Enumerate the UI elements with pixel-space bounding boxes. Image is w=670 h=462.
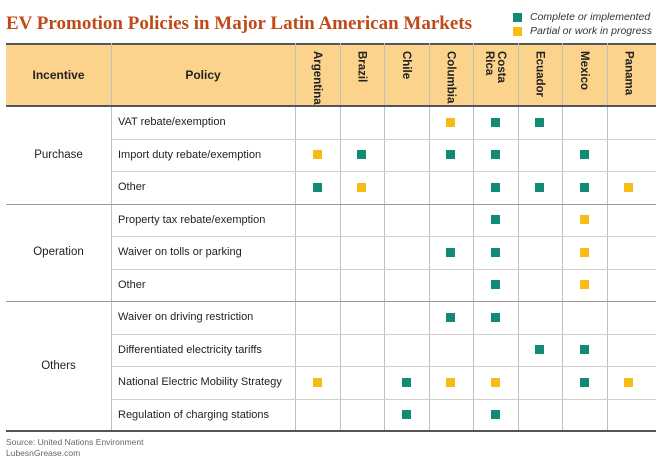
- partial-marker: [312, 150, 322, 160]
- column-divider: [473, 43, 474, 431]
- legend-complete: Complete or implemented: [513, 10, 652, 24]
- complete-marker: [490, 182, 500, 192]
- complete-marker: [312, 182, 322, 192]
- table-bottom-rule: [6, 430, 656, 432]
- policy-label: Waiver on tolls or parking: [118, 246, 242, 259]
- column-divider: [111, 43, 112, 431]
- column-divider: [517, 43, 519, 431]
- partial-marker: [624, 182, 634, 192]
- column-divider: [606, 43, 608, 431]
- header-country: Columbia: [429, 51, 473, 103]
- row-divider: [111, 236, 656, 237]
- partial-marker: [579, 280, 589, 290]
- source-note: Source: United Nations Environment Lubes…: [6, 437, 144, 459]
- complete-marker: [579, 377, 589, 387]
- row-divider: [111, 268, 656, 270]
- source-line: Source: United Nations Environment: [6, 437, 144, 447]
- country-label: Mexico: [578, 51, 590, 90]
- country-label: Brazil: [355, 51, 368, 83]
- header-rule: [6, 105, 656, 107]
- country-label: Argentina: [311, 51, 323, 105]
- complete-marker: [446, 247, 456, 257]
- policy-label: Regulation of charging stations: [118, 408, 270, 421]
- complete-marker: [535, 117, 545, 127]
- header-country: Argentina: [295, 51, 339, 105]
- country-label: Ecuador: [533, 51, 546, 98]
- policy-label: Import duty rebate/exemption: [118, 148, 262, 161]
- table-top-rule: [6, 43, 656, 45]
- partial-marker: [446, 117, 456, 127]
- legend-partial-label: Partial or work in progress: [530, 25, 652, 37]
- partial-swatch-icon: [513, 26, 522, 36]
- legend-partial: Partial or work in progress: [513, 24, 652, 38]
- group-divider: [6, 301, 656, 302]
- policy-label: Differentiated electricity tariffs: [118, 343, 262, 356]
- policy-label: Other: [118, 278, 146, 291]
- policy-label: Other: [118, 181, 146, 194]
- legend: Complete or implemented Partial or work …: [513, 10, 652, 38]
- complete-marker: [446, 150, 456, 160]
- complete-marker: [357, 150, 367, 160]
- row-divider: [111, 398, 656, 400]
- policy-label: Property tax rebate/exemption: [118, 213, 266, 226]
- column-divider: [295, 43, 296, 431]
- country-label: Costa Rica: [483, 51, 507, 83]
- partial-marker: [579, 247, 589, 257]
- incentive-label: Operation: [33, 246, 84, 259]
- header-country: Costa Rica: [473, 51, 517, 103]
- complete-marker: [579, 345, 589, 355]
- complete-marker: [535, 345, 545, 355]
- row-divider: [111, 366, 656, 367]
- policy-label: National Electric Mobility Strategy: [118, 376, 282, 389]
- complete-swatch-icon: [513, 12, 522, 22]
- complete-marker: [446, 312, 456, 322]
- row-divider: [111, 333, 656, 335]
- header-country: Panama: [607, 51, 651, 103]
- row-divider: [111, 171, 656, 172]
- complete-marker: [535, 182, 545, 192]
- header-country: Brazil: [340, 51, 384, 103]
- complete-marker: [579, 182, 589, 192]
- policy-label: VAT rebate/exemption: [118, 116, 226, 129]
- country-label: Chile: [400, 51, 412, 80]
- complete-marker: [490, 280, 500, 290]
- complete-marker: [490, 410, 500, 420]
- header-incentive: Incentive: [32, 67, 85, 82]
- column-divider: [428, 43, 430, 431]
- partial-marker: [446, 377, 456, 387]
- header-country: Mexico: [562, 51, 606, 103]
- complete-marker: [579, 150, 589, 160]
- header-country: Chile: [384, 51, 428, 103]
- complete-marker: [401, 410, 411, 420]
- group-divider: [6, 203, 656, 205]
- policy-table: Incentive Policy Argentina Brazil Chile Col…: [6, 43, 656, 433]
- row-divider: [111, 138, 656, 140]
- column-divider: [562, 43, 563, 431]
- page-title: EV Promotion Policies in Major Latin Ame…: [6, 13, 472, 34]
- incentive-label: Others: [41, 360, 76, 372]
- country-label: Panama: [622, 51, 635, 96]
- legend-complete-label: Complete or implemented: [530, 11, 651, 23]
- column-divider: [384, 43, 385, 431]
- header-policy: Policy: [185, 67, 221, 82]
- site-credit: LubesnGrease.com: [6, 448, 81, 458]
- complete-marker: [490, 150, 500, 160]
- column-divider: [339, 43, 341, 431]
- table-header: [6, 43, 656, 106]
- complete-marker: [490, 312, 500, 322]
- incentive-label: Purchase: [34, 148, 83, 161]
- partial-marker: [357, 182, 367, 192]
- partial-marker: [490, 377, 500, 387]
- complete-marker: [490, 215, 500, 225]
- partial-marker: [579, 215, 589, 225]
- partial-marker: [312, 377, 322, 387]
- country-label: Columbia: [444, 51, 457, 104]
- complete-marker: [490, 117, 500, 127]
- complete-marker: [401, 377, 411, 387]
- complete-marker: [490, 247, 500, 257]
- partial-marker: [624, 377, 634, 387]
- header-country: Ecuador: [518, 51, 562, 103]
- policy-label: Waiver on driving restriction: [118, 311, 254, 324]
